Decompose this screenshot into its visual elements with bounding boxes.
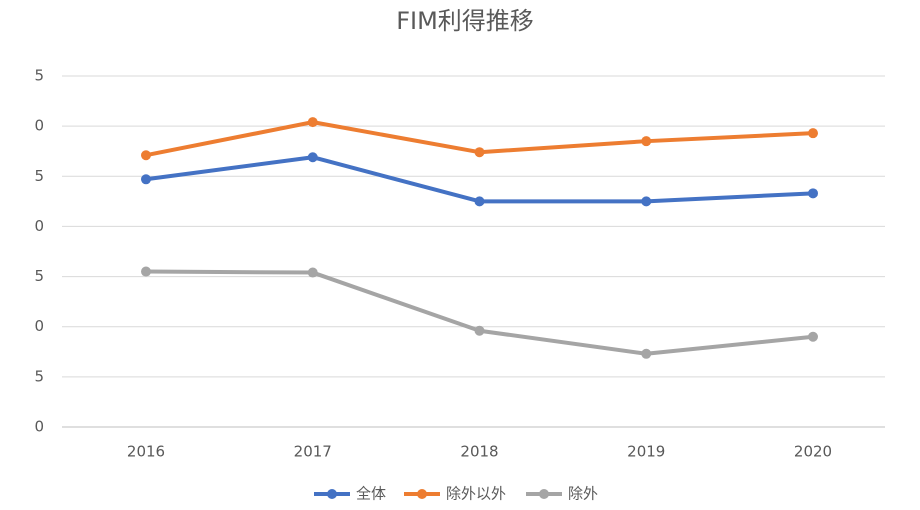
y-tick-label: 5 xyxy=(34,67,44,85)
legend-label: 除外以外 xyxy=(446,485,506,503)
y-tick-label: 0 xyxy=(34,217,44,235)
legend-marker xyxy=(327,489,337,499)
series-marker xyxy=(307,117,318,128)
x-tick-label: 2020 xyxy=(794,443,832,461)
x-tick-label: 2016 xyxy=(127,443,165,461)
chart-title: FIM利得推移 xyxy=(396,7,534,35)
series-marker xyxy=(641,136,652,147)
series-marker xyxy=(808,331,818,342)
y-tick-label: 5 xyxy=(34,367,44,385)
series-marker xyxy=(141,266,151,277)
series-marker xyxy=(808,188,818,199)
legend-label: 除外 xyxy=(568,485,598,503)
series-marker xyxy=(141,174,151,185)
x-tick-label: 2019 xyxy=(627,443,665,461)
series-marker xyxy=(307,152,318,163)
legend-label: 全体 xyxy=(356,485,386,503)
series-marker xyxy=(641,348,652,359)
legend-marker xyxy=(417,489,427,499)
series-marker xyxy=(474,196,485,207)
series-line xyxy=(145,155,814,204)
series-marker xyxy=(808,128,818,139)
series-marker xyxy=(474,325,485,336)
y-tick-label: 0 xyxy=(34,117,44,135)
series-marker xyxy=(141,150,151,161)
series-marker xyxy=(307,267,318,278)
legend-marker xyxy=(539,489,549,499)
y-tick-label: 0 xyxy=(34,418,44,436)
y-tick-label: 5 xyxy=(34,267,44,285)
x-tick-label: 2017 xyxy=(294,443,332,461)
y-tick-label: 5 xyxy=(34,167,44,185)
series-marker xyxy=(474,147,485,158)
series-line xyxy=(145,269,814,356)
x-tick-label: 2018 xyxy=(460,443,498,461)
y-tick-label: 0 xyxy=(34,317,44,335)
series-marker xyxy=(641,196,652,207)
